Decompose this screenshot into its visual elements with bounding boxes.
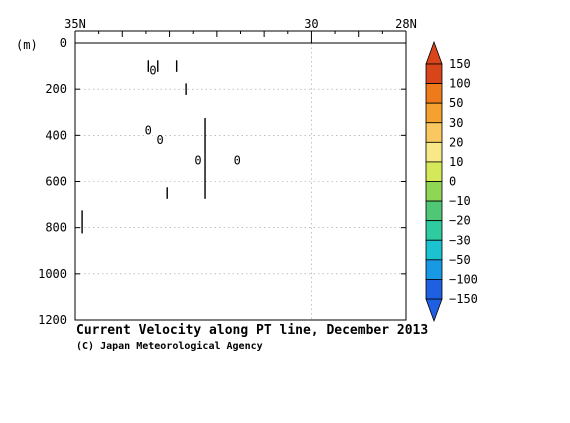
colorbar-label: −100 xyxy=(449,272,478,286)
colorbar-label: −10 xyxy=(449,194,471,208)
colorbar-extend-min xyxy=(425,298,443,323)
x-tick-label: 28N xyxy=(395,17,417,31)
colorbar-segment xyxy=(425,102,443,124)
colorbar-label: 20 xyxy=(449,135,463,149)
contour-label: 0 xyxy=(149,64,156,78)
colorbar-segment xyxy=(425,200,443,222)
contour-label-bg xyxy=(193,154,202,167)
contour-label: 0 xyxy=(145,124,152,138)
y-axis-label: (m) xyxy=(16,38,38,52)
contour-label-bg xyxy=(156,133,165,146)
y-axis: 0 200 400 600 800 1000 1200 xyxy=(38,36,406,327)
credit-line: (C) Japan Meteorological Agency xyxy=(76,340,263,352)
y-tick-label: 1000 xyxy=(38,267,67,281)
y-tick-label: 1200 xyxy=(38,313,67,327)
y-tick-label: 0 xyxy=(60,36,67,50)
colorbar-label: −50 xyxy=(449,253,471,267)
colorbar-segment xyxy=(425,63,443,84)
colorbar-label: 50 xyxy=(449,96,463,110)
colorbar-segment xyxy=(425,122,443,143)
x-tick-label: 35N xyxy=(64,17,86,31)
colorbar-segment xyxy=(425,181,443,202)
colorbar-segment xyxy=(425,141,443,163)
x-axis: 35N 30 28N xyxy=(64,17,417,43)
colorbar-label: −20 xyxy=(449,214,471,228)
grid-lines xyxy=(75,43,406,320)
contour-label: 0 xyxy=(234,154,241,168)
colorbar-label: 100 xyxy=(449,77,471,91)
y-tick-label: 400 xyxy=(45,128,67,142)
colorbar-label: −30 xyxy=(449,233,471,247)
colorbar-label: 10 xyxy=(449,155,463,169)
y-tick-label: 800 xyxy=(45,221,67,235)
contour-label-bg xyxy=(149,64,158,77)
contour-label: 0 xyxy=(194,154,201,168)
y-tick-label: 600 xyxy=(45,175,67,189)
contour-label: 0 xyxy=(156,133,163,147)
chart-title: Current Velocity along PT line, December… xyxy=(76,323,428,338)
ylabel-group: (m) xyxy=(16,38,38,52)
colorbar-segment xyxy=(425,279,443,300)
contour-label-bg xyxy=(144,124,153,137)
colorbar-segment xyxy=(425,259,443,280)
colorbar-segment xyxy=(425,220,443,241)
x-tick-label: 30 xyxy=(304,17,318,31)
colorbar-label: −150 xyxy=(449,292,478,306)
colorbar-segment xyxy=(425,239,443,261)
colorbar-label: 150 xyxy=(449,57,471,71)
colorbar-segment xyxy=(425,83,443,104)
y-tick-label: 200 xyxy=(45,82,67,96)
colorbar-extend-max xyxy=(425,40,443,65)
colorbar-label: 30 xyxy=(449,116,463,130)
contour-label-bg xyxy=(233,154,242,167)
colorbar-label: 0 xyxy=(449,175,456,189)
colorbar-segment xyxy=(425,161,443,182)
